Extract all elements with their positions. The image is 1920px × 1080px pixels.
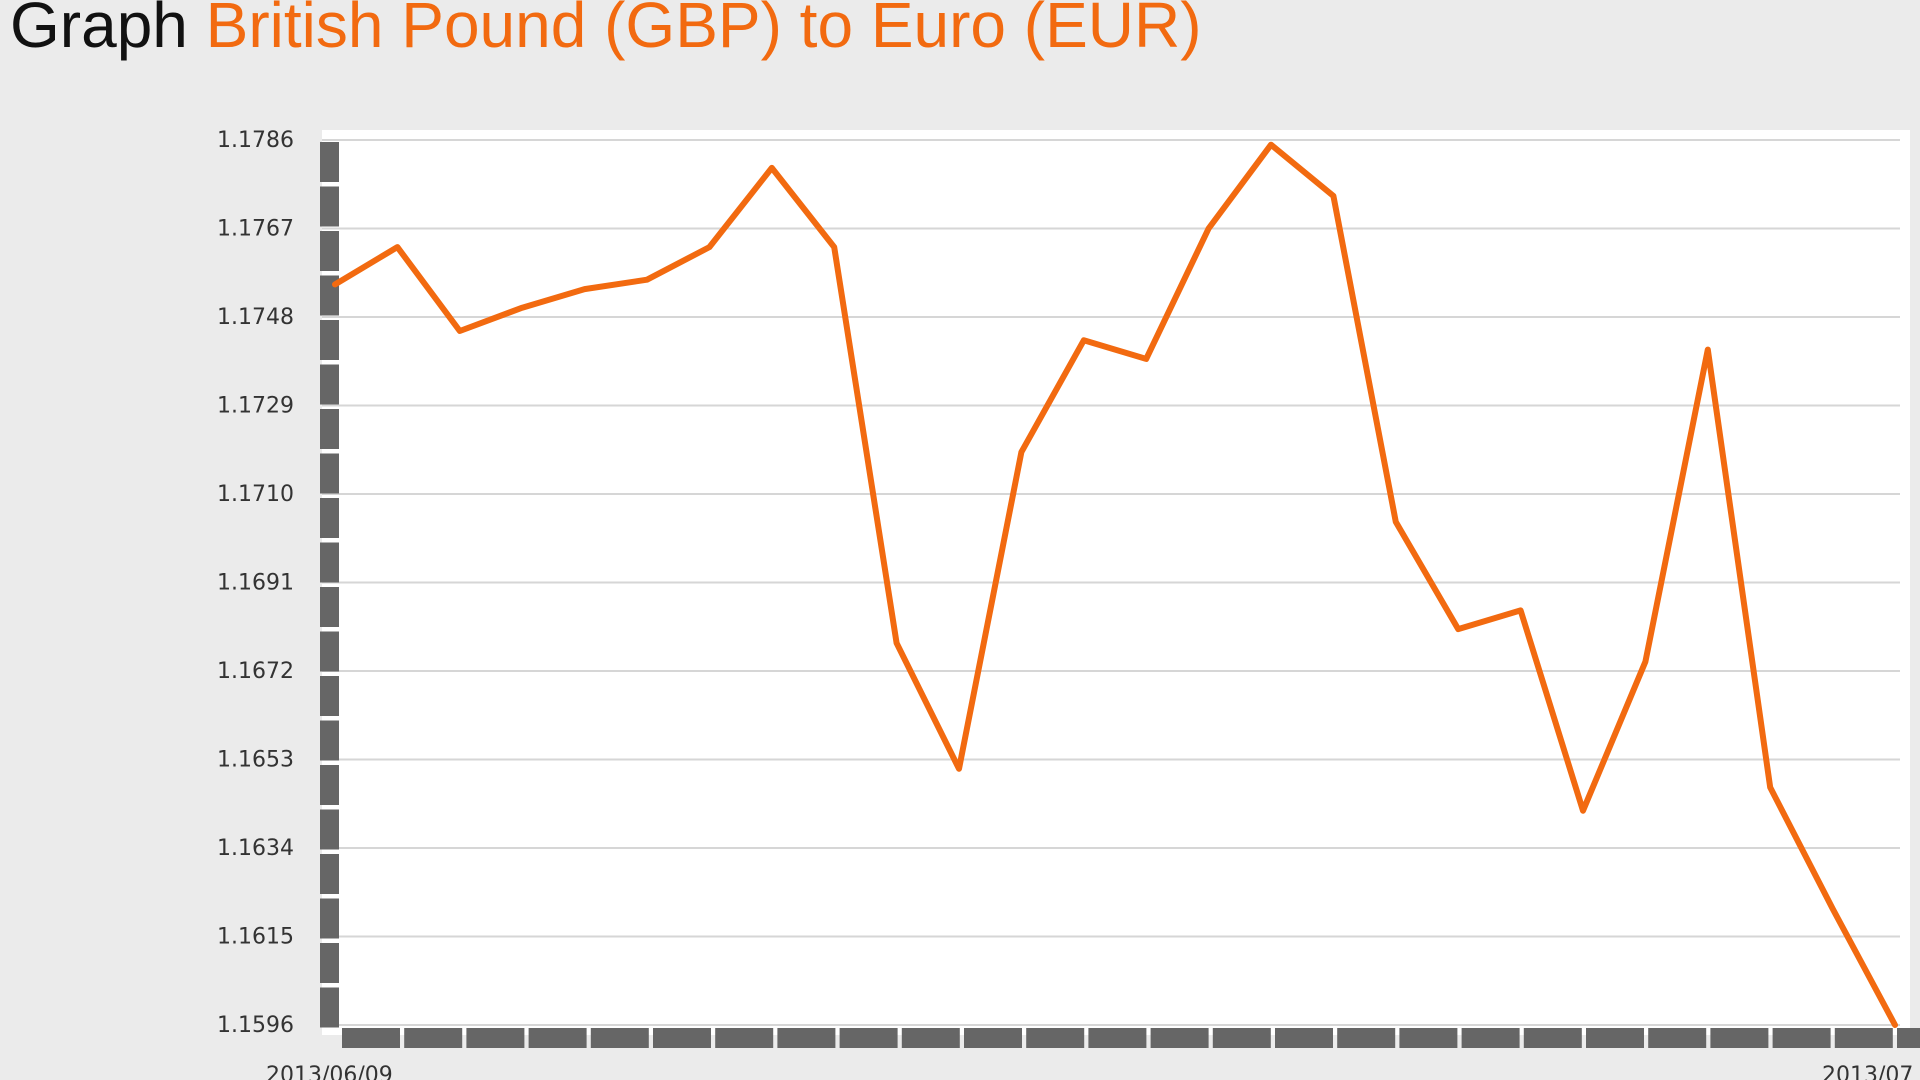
series-line (332, 141, 1898, 1028)
y-axis-segment (320, 809, 339, 850)
grid-lines (322, 139, 1900, 1026)
data-point (1329, 192, 1337, 200)
data-point (1392, 518, 1400, 526)
y-tick-label: 1.1710 (217, 482, 294, 507)
data-point (518, 304, 526, 312)
data-point (955, 765, 963, 773)
page-title: Graph British Pound (GBP) to Euro (EUR) (10, 0, 1202, 64)
y-axis-segment (320, 631, 339, 672)
data-point (1454, 625, 1462, 633)
data-point (1080, 336, 1088, 344)
y-axis-segment (320, 587, 339, 627)
title-currency-pair: British Pound (GBP) to Euro (EUR) (205, 0, 1202, 61)
x-axis-segment (404, 1028, 463, 1048)
data-point (643, 276, 651, 284)
y-tick-label: 1.1748 (217, 305, 294, 330)
y-axis-segment (320, 943, 339, 983)
x-axis-tick-labels: 2013/06/09 2013/07 (266, 1063, 1913, 1080)
data-point (1267, 141, 1275, 149)
data-point (1641, 658, 1649, 666)
data-point (1205, 225, 1213, 233)
y-tick-label: 1.1729 (217, 394, 294, 419)
y-axis-segment (320, 898, 339, 939)
x-axis-segment (1399, 1028, 1458, 1048)
x-axis-segment (1834, 1028, 1893, 1048)
x-axis-segment (1897, 1028, 1920, 1048)
x-axis-segment (777, 1028, 836, 1048)
data-point (581, 285, 589, 293)
data-point (1829, 905, 1837, 913)
title-prefix: Graph (10, 0, 188, 61)
y-axis-segment (320, 453, 339, 494)
y-tick-label: 1.1786 (217, 128, 294, 153)
y-axis-segment (320, 320, 339, 360)
x-axis-segment (1772, 1028, 1831, 1048)
y-axis-segment (320, 720, 339, 761)
x-tick-label: 2013/07 (1822, 1063, 1913, 1080)
x-axis-segment (342, 1028, 400, 1048)
data-point (830, 243, 838, 251)
data-point (1517, 606, 1525, 614)
y-tick-label: 1.1653 (217, 748, 294, 773)
x-axis-segment (1461, 1028, 1520, 1048)
y-axis-segment (320, 542, 339, 583)
data-point (1017, 448, 1025, 456)
y-axis-segment (320, 987, 339, 1028)
x-axis-segment (528, 1028, 587, 1048)
x-axis-segment (1026, 1028, 1085, 1048)
data-point (456, 327, 464, 335)
data-point (1142, 355, 1150, 363)
series-layer (331, 141, 1899, 1029)
y-axis-segment (320, 231, 339, 271)
x-axis-segment (1337, 1028, 1396, 1048)
x-axis-segment (1275, 1028, 1333, 1048)
y-tick-label: 1.1672 (217, 659, 294, 684)
x-axis-segment (1586, 1028, 1644, 1048)
y-tick-label: 1.1634 (217, 836, 294, 861)
x-axis-segment (653, 1028, 711, 1048)
data-point (331, 280, 339, 288)
x-axis-segment (1212, 1028, 1271, 1048)
x-axis-segment (1523, 1028, 1582, 1048)
x-axis-segment (590, 1028, 649, 1048)
y-axis-segment (320, 854, 339, 894)
data-point (1704, 346, 1712, 354)
data-point (393, 243, 401, 251)
x-axis-segment (1150, 1028, 1209, 1048)
y-tick-label: 1.1767 (217, 217, 294, 242)
y-axis-tick-labels: 1.1786 1.1767 1.1748 1.1729 1.1710 1.1691 1.16… (217, 128, 294, 1038)
y-axis-segment (320, 142, 339, 182)
y-axis-segment (320, 409, 339, 449)
data-point (1579, 807, 1587, 815)
y-axis-segment (320, 364, 339, 405)
x-axis-segment (1648, 1028, 1707, 1048)
y-tick-label: 1.1615 (217, 925, 294, 950)
x-axis-segment (715, 1028, 774, 1048)
x-tick-label: 2013/06/09 (266, 1063, 393, 1080)
x-axis-segment (839, 1028, 898, 1048)
x-axis-bar (342, 1028, 1920, 1048)
y-axis-segment (320, 498, 339, 538)
y-axis-segment (320, 765, 339, 805)
y-tick-label: 1.1691 (217, 571, 294, 596)
x-axis-segment (1710, 1028, 1769, 1048)
y-axis-bar (320, 142, 339, 1028)
y-tick-label: 1.1596 (217, 1013, 294, 1038)
x-axis-segment (901, 1028, 960, 1048)
y-axis-segment (320, 186, 339, 227)
x-axis-segment (1088, 1028, 1147, 1048)
data-point (1766, 783, 1774, 791)
x-axis-segment (964, 1028, 1022, 1048)
y-axis-segment (320, 676, 339, 716)
data-point (768, 164, 776, 172)
data-point (705, 243, 713, 251)
data-point (1891, 1021, 1899, 1029)
data-point (893, 639, 901, 647)
x-axis-segment (466, 1028, 525, 1048)
